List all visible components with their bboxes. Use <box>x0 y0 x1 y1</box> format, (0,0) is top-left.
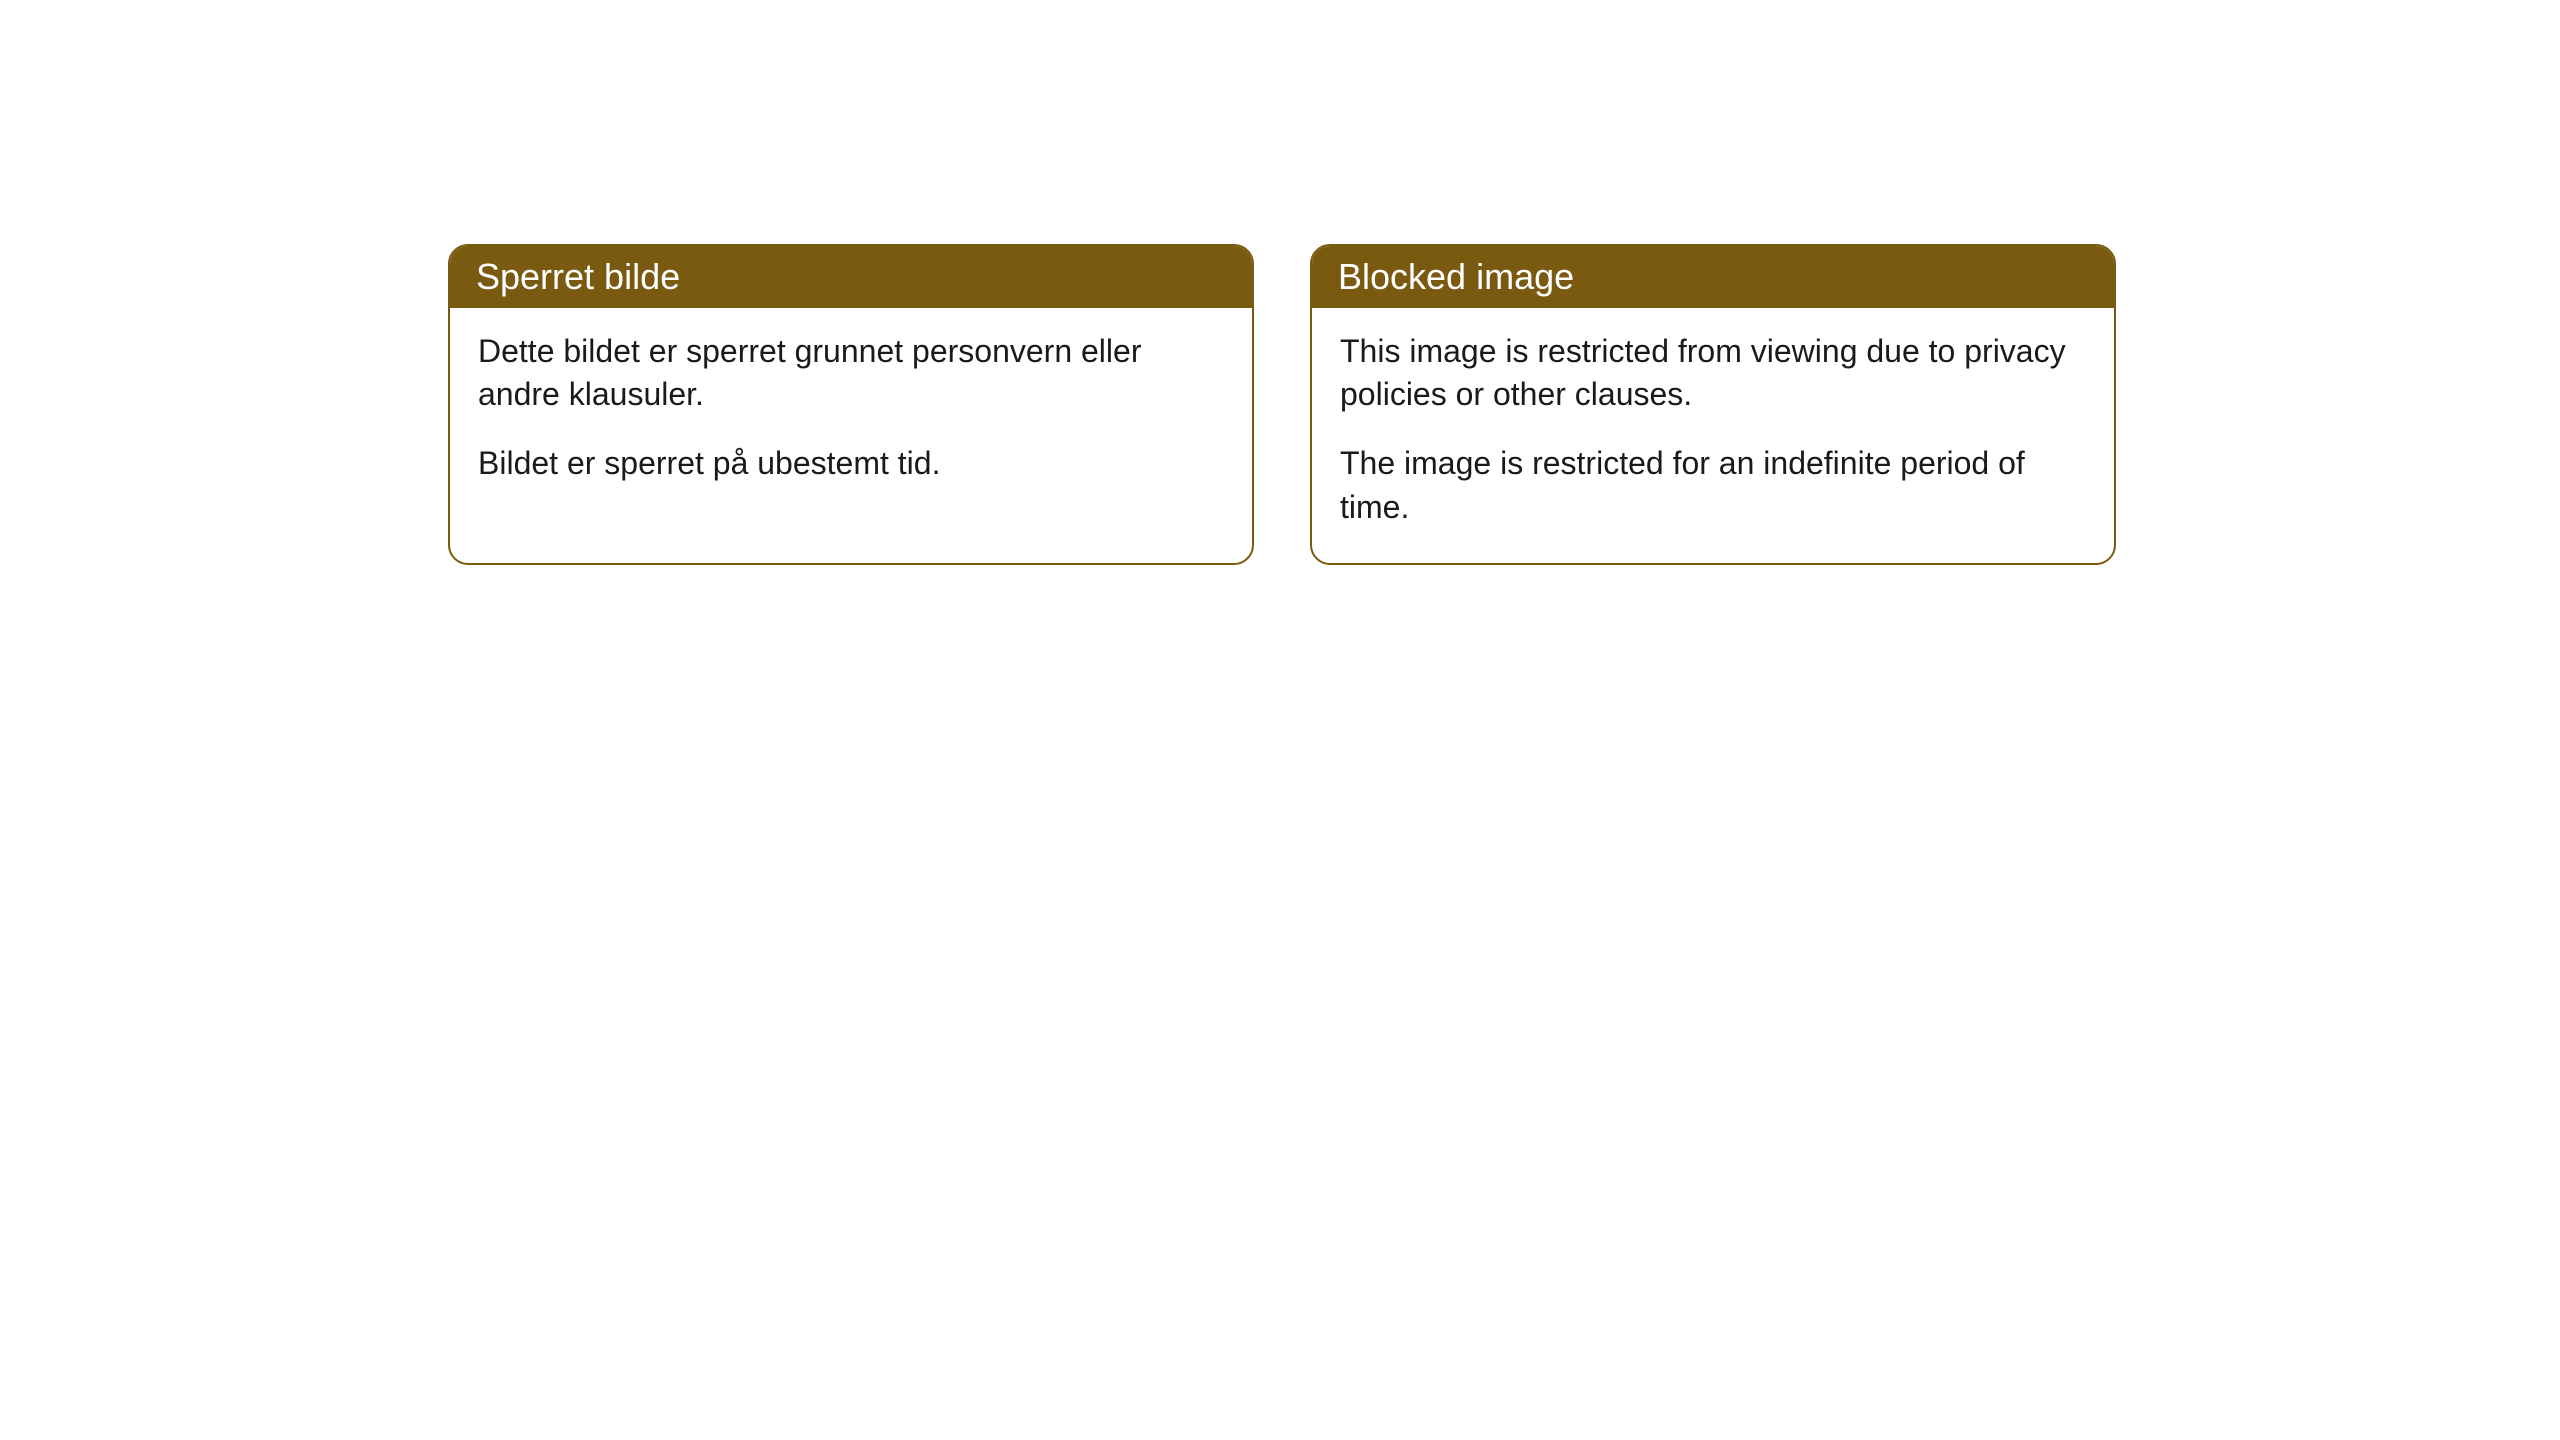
card-body: This image is restricted from viewing du… <box>1312 308 2114 563</box>
notice-cards-container: Sperret bilde Dette bildet er sperret gr… <box>448 244 2116 565</box>
card-body: Dette bildet er sperret grunnet personve… <box>450 308 1252 520</box>
card-paragraph: Dette bildet er sperret grunnet personve… <box>478 330 1224 416</box>
notice-card-english: Blocked image This image is restricted f… <box>1310 244 2116 565</box>
card-paragraph: This image is restricted from viewing du… <box>1340 330 2086 416</box>
card-header: Blocked image <box>1312 246 2114 308</box>
card-paragraph: The image is restricted for an indefinit… <box>1340 442 2086 528</box>
notice-card-norwegian: Sperret bilde Dette bildet er sperret gr… <box>448 244 1254 565</box>
card-header: Sperret bilde <box>450 246 1252 308</box>
card-paragraph: Bildet er sperret på ubestemt tid. <box>478 442 1224 485</box>
